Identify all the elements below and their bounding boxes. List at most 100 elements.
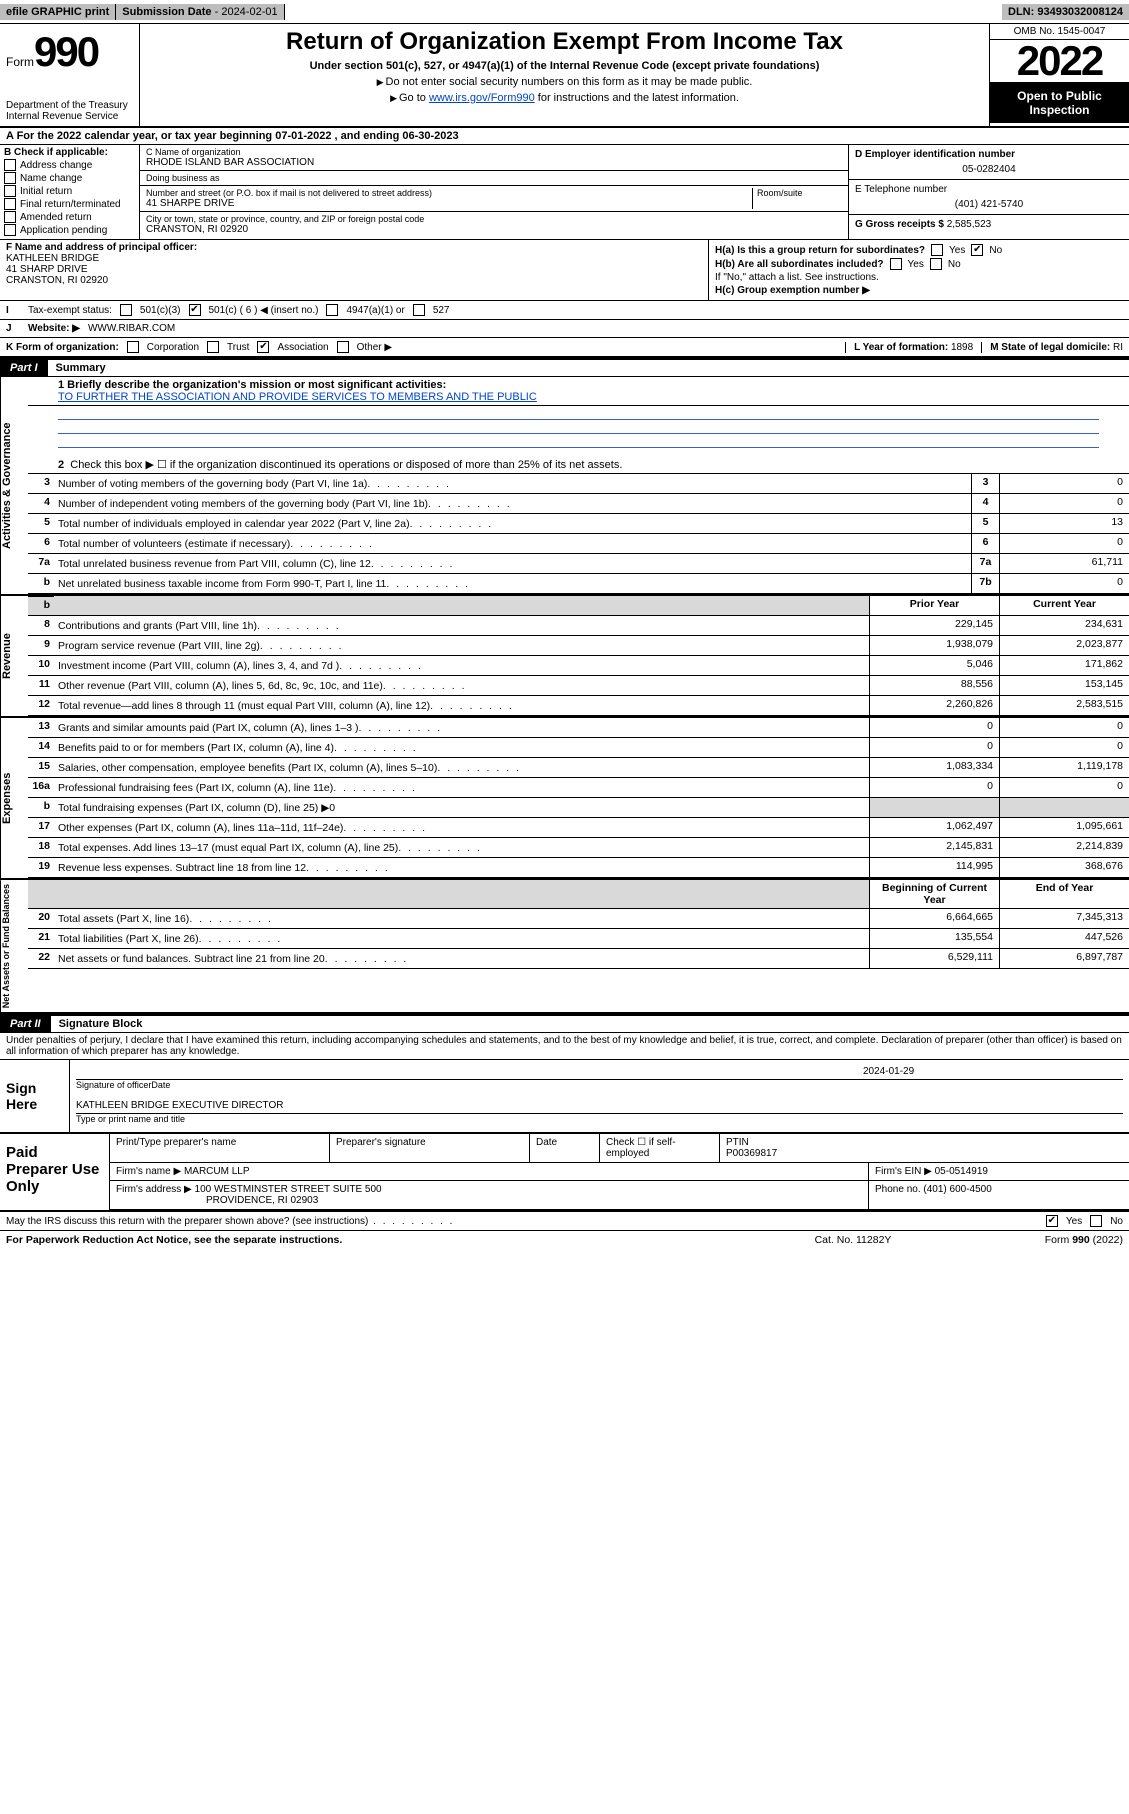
cb-pending[interactable]: [4, 224, 16, 236]
submission-date-value: 2024-02-01: [221, 6, 277, 18]
cb-address-change[interactable]: [4, 159, 16, 171]
colhdr: b Prior Year Current Year: [28, 596, 1129, 616]
line-2: 2 Check this box ▶ ☐ if the organization…: [28, 456, 1129, 474]
line-10: 10Investment income (Part VIII, column (…: [28, 656, 1129, 676]
org-street: 41 SHARPE DRIVE: [146, 198, 752, 209]
officer-addr: 41 SHARP DRIVE: [6, 264, 702, 275]
officer-city: CRANSTON, RI 02920: [6, 275, 702, 286]
ein: 05-0282404: [855, 164, 1123, 175]
ptin: P00369817: [726, 1148, 777, 1159]
firm-addr: 100 WESTMINSTER STREET SUITE 500: [195, 1184, 382, 1195]
page-footer: For Paperwork Reduction Act Notice, see …: [0, 1231, 1129, 1249]
perjury-text: Under penalties of perjury, I declare th…: [0, 1033, 1129, 1060]
org-name: RHODE ISLAND BAR ASSOCIATION: [146, 157, 842, 168]
phone: (401) 421-5740: [855, 199, 1123, 210]
tax-year: 2022: [990, 40, 1129, 83]
sig-date: 2024-01-29: [863, 1066, 1123, 1077]
vtab-revenue: Revenue: [0, 596, 28, 716]
cb-final-return[interactable]: [4, 198, 16, 210]
irs-link[interactable]: www.irs.gov/Form990: [429, 92, 535, 104]
cb-hb-yes[interactable]: [890, 258, 902, 270]
firm-name: MARCUM LLP: [184, 1166, 250, 1177]
submission-date-label: Submission Date: [122, 6, 211, 18]
open-to-public: Open to Public Inspection: [990, 83, 1129, 123]
line-3: 3Number of voting members of the governi…: [28, 474, 1129, 494]
cb-501c[interactable]: ✔: [189, 304, 201, 316]
cb-ha-no[interactable]: ✔: [971, 244, 983, 256]
vtab-governance: Activities & Governance: [0, 377, 28, 594]
cb-hb-no[interactable]: [930, 258, 942, 270]
summary-expenses: Expenses 13Grants and similar amounts pa…: [0, 718, 1129, 880]
row-i-tax-exempt: I Tax-exempt status: 501(c)(3) ✔501(c) (…: [0, 301, 1129, 320]
line-6: 6Total number of volunteers (estimate if…: [28, 534, 1129, 554]
mission-link[interactable]: TO FURTHER THE ASSOCIATION AND PROVIDE S…: [58, 391, 537, 403]
cb-discuss-no[interactable]: [1090, 1215, 1102, 1227]
gross-receipts: 2,585,523: [947, 219, 992, 230]
line-17: 17Other expenses (Part IX, column (A), l…: [28, 818, 1129, 838]
note-ssn: Do not enter social security numbers on …: [148, 76, 981, 88]
line-4: 4Number of independent voting members of…: [28, 494, 1129, 514]
vtab-netassets: Net Assets or Fund Balances: [0, 880, 28, 1012]
dln: DLN: 93493032008124: [1002, 4, 1129, 20]
line-21: 21Total liabilities (Part X, line 26)135…: [28, 929, 1129, 949]
line-18: 18Total expenses. Add lines 13–17 (must …: [28, 838, 1129, 858]
cb-other[interactable]: [337, 341, 349, 353]
sig-name: KATHLEEN BRIDGE EXECUTIVE DIRECTOR: [76, 1100, 1123, 1111]
line-16a: 16aProfessional fundraising fees (Part I…: [28, 778, 1129, 798]
row-j-website: J Website: ▶ WWW.RIBAR.COM: [0, 320, 1129, 338]
firm-phone: (401) 600-4500: [923, 1184, 991, 1195]
form-subtitle: Under section 501(c), 527, or 4947(a)(1)…: [148, 60, 981, 72]
efile-print-button[interactable]: efile GRAPHIC print: [0, 4, 116, 20]
line-b: bNet unrelated business taxable income f…: [28, 574, 1129, 594]
officer-block: F Name and address of principal officer:…: [0, 240, 1129, 301]
cb-assoc[interactable]: ✔: [257, 341, 269, 353]
year-formation: 1898: [951, 342, 973, 353]
line-7a: 7aTotal unrelated business revenue from …: [28, 554, 1129, 574]
note-link: Go to www.irs.gov/Form990 for instructio…: [148, 92, 981, 104]
cb-527[interactable]: [413, 304, 425, 316]
top-bar: efile GRAPHIC print Submission Date - 20…: [0, 0, 1129, 24]
cb-4947[interactable]: [326, 304, 338, 316]
cb-initial-return[interactable]: [4, 185, 16, 197]
cb-501c3[interactable]: [120, 304, 132, 316]
cb-corp[interactable]: [127, 341, 139, 353]
dept-label: Department of the Treasury Internal Reve…: [6, 100, 133, 122]
part-i-bar: Part I Summary: [0, 358, 1129, 377]
line-5: 5Total number of individuals employed in…: [28, 514, 1129, 534]
cb-trust[interactable]: [207, 341, 219, 353]
line-15: 15Salaries, other compensation, employee…: [28, 758, 1129, 778]
state-domicile: RI: [1113, 342, 1123, 353]
summary-revenue: Revenue b Prior Year Current Year 8Contr…: [0, 596, 1129, 718]
line-13: 13Grants and similar amounts paid (Part …: [28, 718, 1129, 738]
officer-name: KATHLEEN BRIDGE: [6, 253, 702, 264]
form-header: Form 990 Department of the Treasury Inte…: [0, 24, 1129, 128]
cb-discuss-yes[interactable]: ✔: [1046, 1215, 1058, 1227]
cb-ha-yes[interactable]: [931, 244, 943, 256]
line-22: 22Net assets or fund balances. Subtract …: [28, 949, 1129, 969]
cb-amended[interactable]: [4, 211, 16, 223]
section-b-checkboxes: B Check if applicable: Address change Na…: [0, 145, 140, 239]
website-value: WWW.RIBAR.COM: [88, 323, 175, 334]
cb-name-change[interactable]: [4, 172, 16, 184]
part-ii-bar: Part II Signature Block: [0, 1014, 1129, 1033]
org-city: CRANSTON, RI 02920: [146, 224, 842, 235]
discuss-row: May the IRS discuss this return with the…: [0, 1212, 1129, 1231]
preparer-block: Paid Preparer Use Only Print/Type prepar…: [0, 1134, 1129, 1212]
summary-netassets: Net Assets or Fund Balances Beginning of…: [0, 880, 1129, 1014]
line-8: 8Contributions and grants (Part VIII, li…: [28, 616, 1129, 636]
line-12: 12Total revenue—add lines 8 through 11 (…: [28, 696, 1129, 716]
tax-year-line: A For the 2022 calendar year, or tax yea…: [0, 128, 1129, 145]
line-20: 20Total assets (Part X, line 16)6,664,66…: [28, 909, 1129, 929]
entity-block: B Check if applicable: Address change Na…: [0, 145, 1129, 240]
firm-ein: 05-0514919: [935, 1166, 988, 1177]
submission-date: Submission Date - 2024-02-01: [116, 4, 284, 20]
vtab-expenses: Expenses: [0, 718, 28, 878]
signature-block: Sign Here 2024-01-29 Signature of office…: [0, 1060, 1129, 1134]
line-1-mission: 1 Briefly describe the organization's mi…: [28, 377, 1129, 406]
line-19: 19Revenue less expenses. Subtract line 1…: [28, 858, 1129, 878]
line-9: 9Program service revenue (Part VIII, lin…: [28, 636, 1129, 656]
line-b: bTotal fundraising expenses (Part IX, co…: [28, 798, 1129, 818]
line-11: 11Other revenue (Part VIII, column (A), …: [28, 676, 1129, 696]
colhdr-na: Beginning of Current Year End of Year: [28, 880, 1129, 909]
form-number: Form 990: [6, 28, 133, 76]
